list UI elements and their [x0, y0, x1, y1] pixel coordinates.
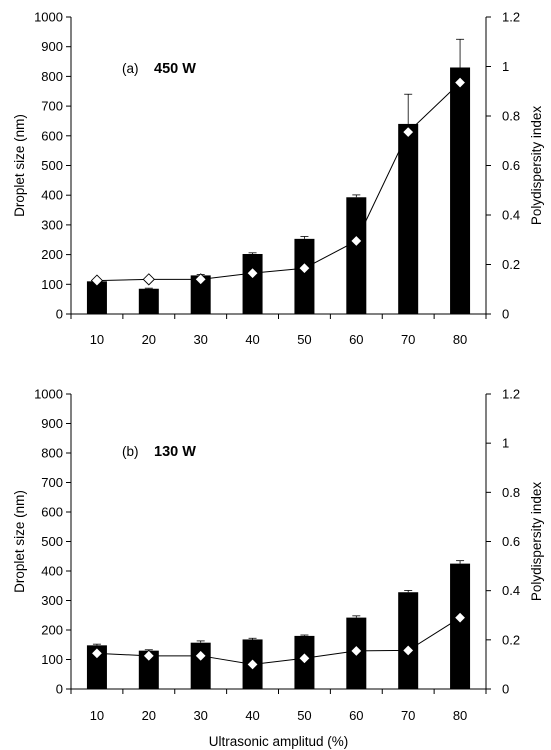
panel-tag: (b) — [122, 444, 139, 459]
y2-tick-label: 1.2 — [502, 10, 520, 25]
panel-title: 130 W — [154, 444, 196, 460]
y2-axis-title: Polydispersity index — [529, 106, 544, 226]
y2-tick-label: 0.2 — [502, 257, 520, 272]
y-tick-label: 600 — [41, 128, 63, 143]
y-tick-label: 900 — [41, 39, 63, 54]
y2-tick-label: 0 — [502, 307, 509, 322]
bar — [346, 197, 367, 314]
data-point-diamond — [453, 76, 467, 89]
y2-tick-label: 0.6 — [502, 158, 520, 173]
data-point-diamond — [298, 652, 311, 665]
bar — [242, 254, 263, 314]
bar — [190, 275, 211, 314]
y-axis-title: Droplet size (nm) — [12, 490, 27, 593]
y2-tick-label: 0.8 — [502, 485, 520, 500]
data-point-diamond — [90, 274, 104, 287]
y-tick-label: 400 — [41, 564, 63, 579]
x-tick-label: 60 — [349, 332, 363, 347]
x-tick-label: 80 — [453, 708, 467, 723]
chart-panel-a: 0 100 200 300 400 500 600 700 800 900 1000 0 0.2 0.4 0… — [12, 10, 544, 348]
y2-axis-title: Polydispersity index — [529, 482, 544, 602]
data-point-diamond — [142, 273, 155, 286]
data-point-diamond — [402, 125, 415, 139]
y-tick-label: 200 — [41, 247, 63, 262]
y-tick-label: 1000 — [34, 387, 63, 402]
series-line — [96, 617, 461, 665]
x-tick-label: 40 — [245, 332, 259, 347]
data-point-diamond — [142, 649, 155, 662]
data-point-diamond — [453, 611, 467, 624]
x-tick-label: 70 — [401, 708, 415, 723]
bar — [450, 67, 471, 315]
bar — [450, 563, 471, 689]
y2-tick-label: 0.8 — [502, 109, 520, 124]
x-tick-label: 50 — [297, 332, 311, 347]
y-tick-label: 400 — [41, 188, 63, 203]
x-tick-label: 80 — [453, 332, 467, 347]
panel-tag: (a) — [122, 61, 139, 76]
x-tick-label: 40 — [245, 708, 259, 723]
x-tick-label: 10 — [90, 708, 104, 723]
y-tick-label: 700 — [41, 99, 63, 114]
y-tick-label: 500 — [41, 158, 63, 173]
y-tick-label: 300 — [41, 217, 63, 232]
x-tick-label: 70 — [401, 332, 415, 347]
y2-tick-label: 1 — [502, 436, 509, 451]
x-tick-label: 20 — [142, 332, 156, 347]
y-tick-label: 100 — [41, 277, 63, 292]
x-tick-label: 10 — [90, 332, 104, 347]
chart-panel-b: 0 100 200 300 400 500 600 700 800 900 1000 0 0.2 0.4 0… — [12, 387, 544, 750]
y-tick-label: 0 — [56, 307, 63, 322]
data-point-diamond — [402, 644, 415, 657]
y2-tick-label: 0.4 — [502, 208, 520, 223]
data-point-diamond — [194, 273, 207, 286]
data-point-diamond — [194, 649, 207, 662]
y-tick-label: 800 — [41, 69, 63, 84]
y-tick-label: 1000 — [34, 10, 63, 25]
y2-tick-label: 0.2 — [502, 632, 520, 647]
y-tick-label: 0 — [56, 682, 63, 697]
data-point-diamond — [298, 262, 311, 275]
data-point-diamond — [246, 267, 259, 280]
y2-tick-label: 1 — [502, 59, 509, 74]
y-tick-label: 800 — [41, 446, 63, 461]
y-tick-label: 500 — [41, 534, 63, 549]
data-point-diamond — [246, 658, 259, 671]
x-tick-label: 20 — [142, 708, 156, 723]
bar — [86, 645, 107, 689]
x-tick-label: 60 — [349, 708, 363, 723]
data-point-diamond — [90, 647, 104, 660]
series-line — [96, 82, 461, 282]
y2-tick-label: 1.2 — [502, 387, 520, 402]
y-tick-label: 300 — [41, 593, 63, 608]
y-tick-label: 700 — [41, 475, 63, 490]
panel-title: 450 W — [154, 61, 196, 77]
bar — [398, 592, 419, 689]
bar — [86, 281, 107, 314]
x-axis-title: Ultrasonic amplitud (%) — [209, 734, 349, 749]
bar — [294, 238, 315, 314]
data-point-diamond — [350, 644, 363, 658]
y-axis-title: Droplet size (nm) — [12, 114, 27, 217]
bar — [190, 642, 211, 689]
y-tick-label: 200 — [41, 623, 63, 638]
bar — [138, 288, 159, 314]
x-tick-label: 30 — [193, 708, 207, 723]
x-tick-label: 50 — [297, 708, 311, 723]
y-tick-label: 900 — [41, 416, 63, 431]
y2-tick-label: 0.6 — [502, 534, 520, 549]
x-tick-label: 30 — [193, 332, 207, 347]
data-point-diamond — [350, 234, 363, 248]
y2-tick-label: 0.4 — [502, 583, 520, 598]
y2-tick-label: 0 — [502, 682, 509, 697]
y-tick-label: 100 — [41, 652, 63, 667]
y-tick-label: 600 — [41, 505, 63, 520]
bar — [138, 650, 159, 689]
bar — [398, 123, 419, 314]
